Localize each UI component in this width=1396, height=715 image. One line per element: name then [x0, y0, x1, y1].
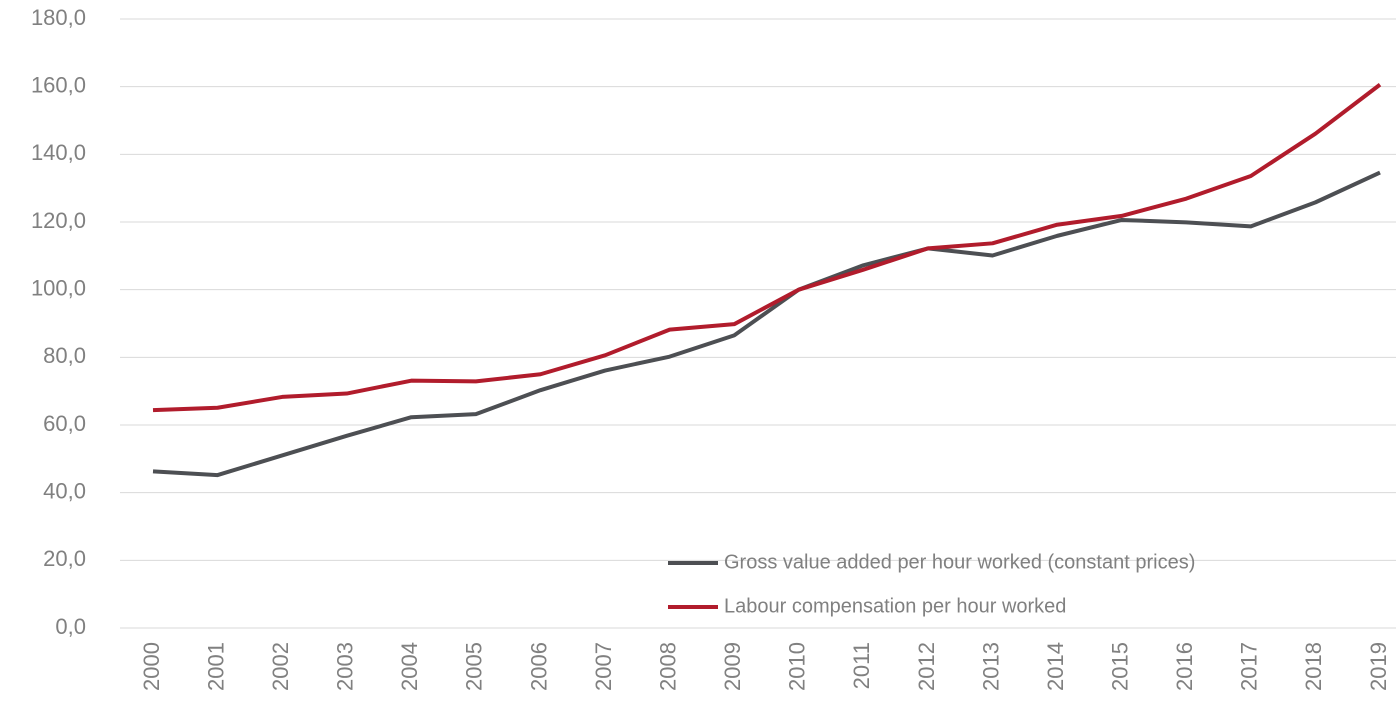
x-tick-label: 2004	[397, 642, 422, 691]
y-tick-label: 120,0	[31, 208, 86, 233]
x-tick-label: 2011	[849, 642, 874, 689]
y-tick-label: 60,0	[43, 411, 86, 436]
x-tick-label: 2006	[526, 642, 551, 691]
y-tick-label: 160,0	[31, 72, 86, 97]
x-tick-label: 2018	[1301, 642, 1326, 691]
x-tick-label: 2010	[785, 642, 810, 691]
x-tick-label: 2015	[1107, 642, 1132, 691]
y-tick-label: 100,0	[31, 275, 86, 300]
x-tick-label: 2009	[720, 642, 745, 691]
x-tick-label: 2012	[914, 642, 939, 691]
x-tick-label: 2008	[655, 642, 680, 691]
y-tick-label: 140,0	[31, 140, 86, 165]
x-tick-label: 2001	[203, 642, 228, 691]
y-tick-label: 180,0	[31, 5, 86, 30]
series-line	[152, 83, 1382, 413]
legend-label: Gross value added per hour worked (const…	[724, 551, 1195, 573]
x-tick-label: 2003	[333, 642, 358, 691]
series-line	[152, 170, 1381, 478]
x-tick-label: 2016	[1172, 642, 1197, 691]
x-tick-label: 2014	[1043, 642, 1068, 691]
y-tick-label: 40,0	[43, 478, 86, 503]
x-tick-label: 2013	[978, 642, 1003, 691]
legend-label: Labour compensation per hour worked	[724, 595, 1066, 617]
y-tick-label: 20,0	[43, 546, 86, 571]
x-tick-label: 2000	[139, 642, 164, 691]
x-tick-label: 2007	[591, 642, 616, 691]
x-tick-label: 2005	[462, 642, 487, 691]
x-tick-label: 2017	[1237, 642, 1262, 691]
x-tick-label: 2019	[1366, 642, 1391, 691]
y-tick-label: 0,0	[55, 614, 86, 639]
y-tick-label: 80,0	[43, 343, 86, 368]
x-tick-label: 2002	[268, 642, 293, 691]
